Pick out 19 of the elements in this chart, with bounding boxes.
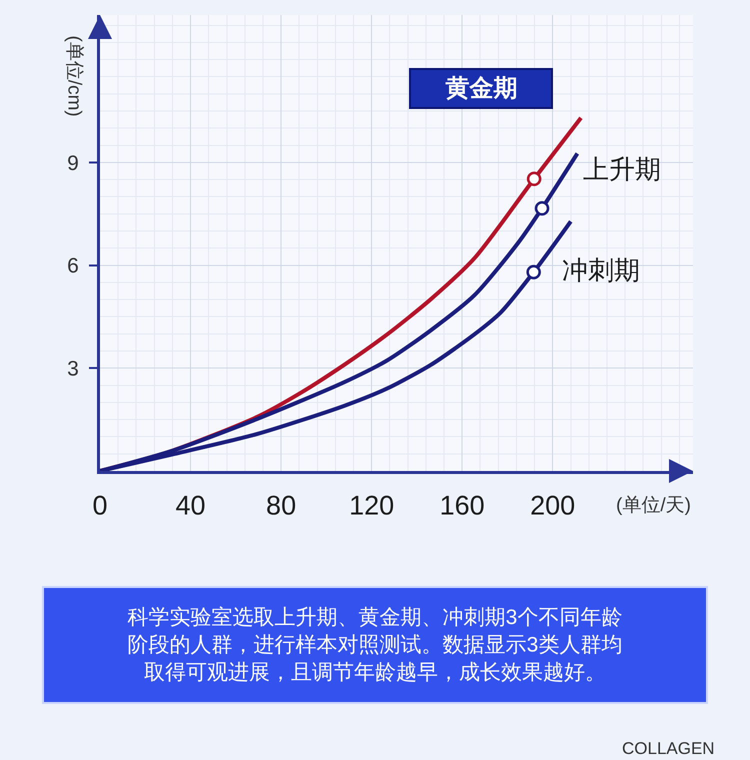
text: 科学实验室选取上升期、黄金期、冲刺期3个不同年龄阶段的人群，进行样本对照测试。数据显示3类人群均取得可观进展，且调节年龄越早，成长效果越好。 [128, 606, 622, 684]
point [534, 201, 550, 216]
x-tick-label: 160 [440, 490, 485, 520]
x-tick-label: 40 [176, 490, 206, 520]
x-tick-label: 200 [530, 490, 576, 520]
y-tick-label: 3 [67, 357, 79, 380]
y-tick-label: 6 [67, 254, 79, 278]
x-tick-label: 80 [266, 490, 296, 520]
point [526, 264, 541, 280]
point [526, 172, 542, 186]
y-tick-label: 9 [67, 152, 79, 175]
x-tick-label: 120 [349, 490, 394, 520]
series-label: 冲刺期 [562, 255, 640, 285]
y-axis-title: (单位/cm) [64, 36, 84, 117]
series-label: 上升期 [583, 154, 661, 184]
x-tick-label: 0 [92, 490, 108, 520]
text: COLLAGEN [622, 739, 715, 758]
text: 黄金期 [444, 75, 518, 102]
x-axis-title: (单位/天) [616, 495, 691, 516]
